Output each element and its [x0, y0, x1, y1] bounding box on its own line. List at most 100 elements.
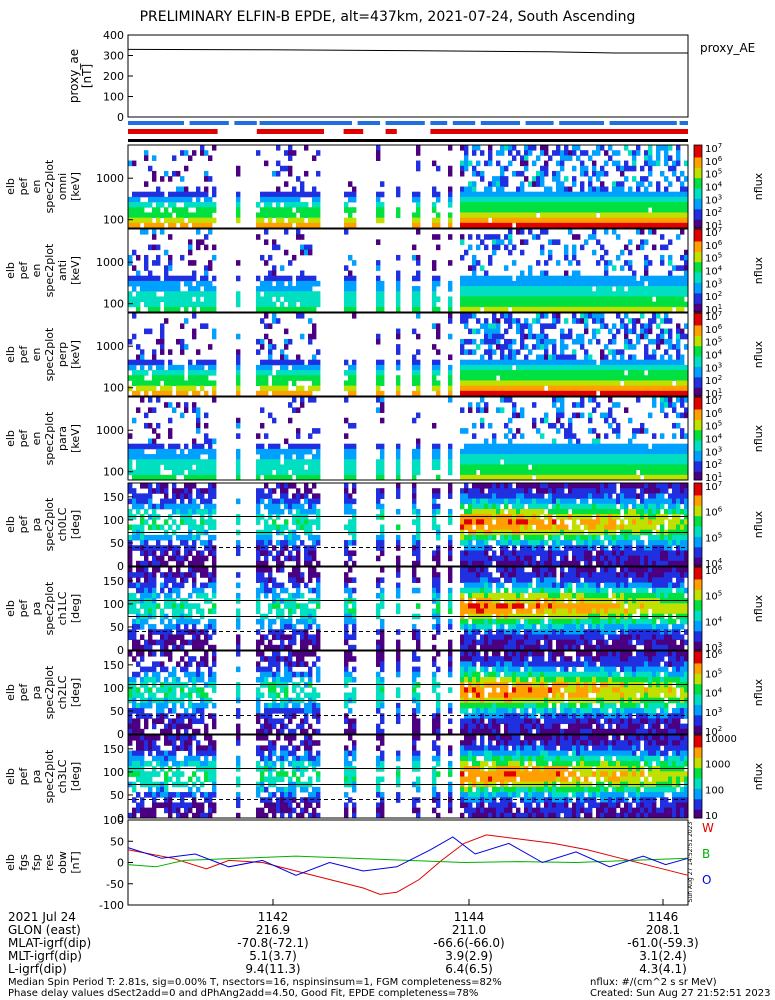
spectrogram-1-pixel: [632, 217, 637, 224]
spectrogram-4-pixel: [604, 459, 609, 465]
spectrogram-1-pixel: [640, 181, 645, 187]
spectrogram-4-pixel: [376, 464, 381, 471]
spectrogram-3-pixel: [300, 390, 305, 397]
spectrogram-5-pixel: [352, 524, 357, 531]
spectrogram-4-pixel: [664, 402, 669, 408]
spectrogram-5-pixel: [540, 488, 545, 494]
spectrogram-3-pixel: [464, 323, 469, 329]
spectrogram-1-pixel: [544, 145, 549, 151]
spectrogram-1-pixel: [192, 222, 197, 229]
spectrogram-2-pixel: [484, 275, 489, 282]
spectrogram-4-pixel: [524, 469, 529, 476]
spectrogram-1-pixel: [528, 212, 533, 219]
spectrogram-1-pixel: [260, 222, 265, 229]
spectrogram-4-pixel: [500, 448, 505, 455]
spectrogram-4-pixel: [536, 443, 541, 450]
spectrogram-2-pixel: [480, 286, 485, 292]
spectrogram-4-pixel: [652, 459, 657, 465]
spectrogram-4-pixel: [568, 443, 573, 450]
colorbar-3-segment: [694, 371, 702, 374]
spectrogram-4-pixel: [676, 422, 681, 429]
spectrogram-2-ylabel-4: anti: [56, 260, 69, 281]
spectrogram-1-pixel: [516, 202, 521, 208]
spectrogram-3-pixel: [608, 338, 613, 345]
spectrogram-4-pixel: [160, 474, 165, 481]
spectrogram-2-pixel: [540, 286, 545, 292]
spectrogram-4-pixel: [180, 412, 185, 419]
spectrogram-2-pixel: [604, 275, 609, 282]
spectrogram-2-pixel: [636, 286, 641, 292]
spectrogram-3-pixel: [160, 338, 165, 345]
spectrogram-3-pixel: [260, 359, 265, 366]
spectrogram-3-pixel: [576, 364, 581, 371]
spectrogram-1-pixel: [156, 222, 161, 229]
spectrogram-3-pixel: [576, 380, 581, 387]
spectrogram-5-pixel: [236, 498, 241, 505]
spectrogram-3-pixel: [168, 359, 173, 366]
spectrogram-5-pixel: [140, 493, 145, 499]
spectrogram-3-pixel: [412, 370, 417, 376]
spectrogram-4-pixel: [484, 469, 489, 476]
spectrogram-5-pixel: [352, 488, 357, 494]
spectrogram-4-pixel: [184, 464, 189, 471]
spectrogram-5-pixel: [308, 560, 313, 567]
spectrogram-3-pixel: [508, 349, 513, 355]
spectrogram-2-pixel: [164, 270, 169, 277]
spectrogram-2-pixel: [304, 275, 309, 282]
spectrogram-2-pixel: [520, 239, 525, 245]
spectrogram-5-pixel: [172, 503, 177, 510]
spectrogram-5-pixel: [312, 550, 317, 557]
spectrogram-1-pixel: [556, 222, 561, 229]
spectrogram-1-pixel: [636, 207, 641, 213]
spectrogram-3-pixel: [596, 380, 601, 387]
spectrogram-2-pixel: [472, 280, 477, 287]
spectrogram-4-pixel: [304, 448, 309, 455]
spectrogram-3-pixel: [160, 328, 165, 335]
colorbar-4-segment: [694, 469, 702, 473]
spectrogram-2-pixel: [476, 244, 481, 251]
spectrogram-1-pixel: [588, 186, 593, 193]
spectrogram-3-pixel: [308, 318, 313, 324]
spectrogram-2-pixel: [520, 306, 525, 313]
spectrogram-1-pixel: [508, 191, 513, 198]
spectrogram-3-pixel: [148, 385, 153, 392]
spectrogram-4-pixel: [296, 454, 301, 460]
spectrogram-1-pixel: [492, 196, 497, 203]
spectrogram-1-pixel: [480, 191, 485, 198]
colorbar-3-segment: [694, 389, 702, 393]
spectrogram-4-pixel: [488, 454, 493, 460]
spectrogram-5-pixel: [296, 555, 301, 562]
spectrogram-3-pixel: [540, 375, 545, 381]
spectrogram-3-pixel: [564, 375, 569, 381]
spectrogram-4-pixel: [288, 474, 293, 481]
spectrogram-5-pixel: [520, 483, 525, 489]
spectrogram-1-pixel: [524, 191, 529, 198]
spectrogram-1-pixel: [432, 222, 437, 229]
spectrogram-3-pixel: [264, 390, 269, 397]
spectrogram-5-pixel: [152, 508, 157, 515]
spectrogram-2-pixel: [560, 296, 565, 303]
spectrogram-4-pixel: [200, 459, 205, 465]
spectrogram-2-pixel: [172, 286, 177, 292]
spectrogram-5-pixel: [528, 508, 533, 515]
spectrogram-3-pixel: [672, 385, 677, 392]
spectrogram-5-pixel: [472, 560, 477, 567]
spectrogram-3-pixel: [204, 323, 209, 329]
spectrogram-2-pixel: [516, 301, 521, 308]
spectrogram-2-pixel: [276, 244, 281, 251]
spectrogram-4-pixel: [480, 448, 485, 455]
spectrogram-1-pixel: [504, 196, 509, 203]
spectrogram-5-pixel: [312, 508, 317, 515]
spectrogram-5-pixel: [468, 503, 473, 510]
spectrogram-2-pixel: [532, 286, 537, 292]
spectrogram-3-pixel: [528, 349, 533, 355]
spectrogram-2-pixel: [604, 280, 609, 287]
spectrogram-3-pixel: [308, 364, 313, 371]
spectrogram-1-pixel: [296, 222, 301, 229]
spectrogram-4-pixel: [664, 459, 669, 465]
spectrogram-5-pixel: [212, 508, 217, 515]
spectrogram-5-pixel: [476, 493, 481, 499]
spectrogram-3-pixel: [156, 359, 161, 366]
spectrogram-2-pixel: [560, 286, 565, 292]
spectrogram-3-pixel: [292, 364, 297, 371]
